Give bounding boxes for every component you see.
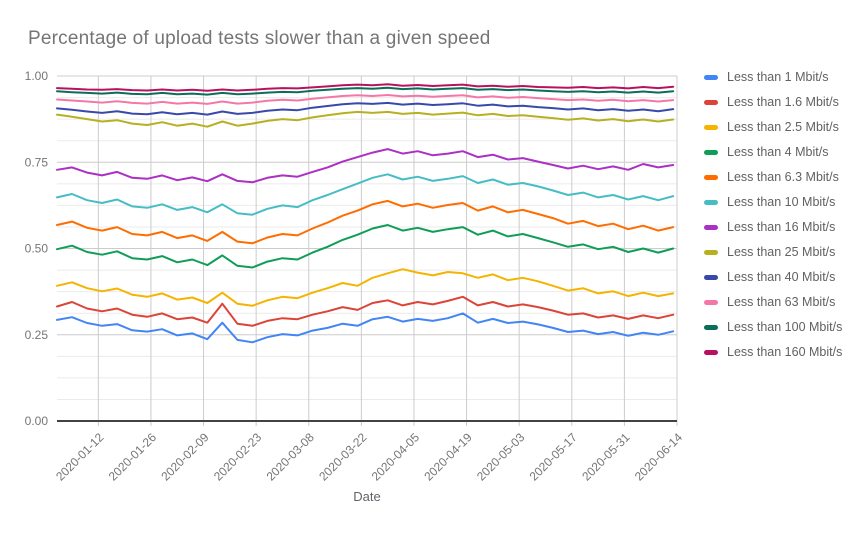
legend-label: Less than 63 Mbit/s (727, 295, 836, 309)
legend-swatch-icon (704, 249, 718, 255)
legend-item-less-than-6-3-mbit-s[interactable]: Less than 6.3 Mbit/s (704, 170, 842, 184)
x-tick-label: 2020-03-22 (316, 430, 370, 484)
series-line-less-than-6-3-mbit-s (56, 199, 675, 245)
y-tick-label: 0.25 (25, 328, 49, 342)
x-tick-label: 2020-03-08 (264, 430, 318, 484)
series-line-less-than-1-mbit-s (56, 312, 675, 344)
legend-item-less-than-1-mbit-s[interactable]: Less than 1 Mbit/s (704, 70, 842, 84)
chart-title: Percentage of upload tests slower than a… (28, 28, 491, 49)
legend-swatch-icon (704, 349, 718, 355)
legend-item-less-than-63-mbit-s[interactable]: Less than 63 Mbit/s (704, 295, 842, 309)
x-tick-label: 2020-06-14 (632, 430, 686, 484)
series-line-less-than-63-mbit-s (56, 94, 675, 105)
legend-swatch-icon (704, 224, 718, 230)
legend-label: Less than 10 Mbit/s (727, 195, 836, 209)
legend-item-less-than-16-mbit-s[interactable]: Less than 16 Mbit/s (704, 220, 842, 234)
series-line-less-than-160-mbit-s (56, 83, 675, 92)
series-line-less-than-25-mbit-s (56, 110, 675, 128)
legend-item-less-than-25-mbit-s[interactable]: Less than 25 Mbit/s (704, 245, 842, 259)
x-tick-label: 2020-04-05 (369, 430, 423, 484)
series-line-less-than-16-mbit-s (56, 148, 675, 184)
x-tick-label: 2020-05-31 (579, 430, 633, 484)
legend-label: Less than 6.3 Mbit/s (727, 170, 839, 184)
legend-item-less-than-160-mbit-s[interactable]: Less than 160 Mbit/s (704, 345, 842, 359)
legend-label: Less than 160 Mbit/s (727, 345, 843, 359)
series-line-less-than-4-mbit-s (56, 224, 675, 269)
legend-label: Less than 1 Mbit/s (727, 70, 829, 84)
x-tick-label: 2020-05-03 (474, 430, 528, 484)
y-tick-label: 1.00 (25, 69, 49, 83)
legend-label: Less than 4 Mbit/s (727, 145, 829, 159)
legend-swatch-icon (704, 299, 718, 305)
legend-label: Less than 25 Mbit/s (727, 245, 836, 259)
legend-label: Less than 1.6 Mbit/s (727, 95, 839, 109)
legend-swatch-icon (704, 149, 718, 155)
legend-swatch-icon (704, 324, 718, 330)
legend-label: Less than 16 Mbit/s (727, 220, 836, 234)
legend-swatch-icon (704, 274, 718, 280)
legend-label: Less than 100 Mbit/s (727, 320, 843, 334)
x-tick-label: 2020-04-19 (421, 430, 475, 484)
series-line-less-than-40-mbit-s (56, 101, 675, 116)
legend-item-less-than-40-mbit-s[interactable]: Less than 40 Mbit/s (704, 270, 842, 284)
legend-item-less-than-4-mbit-s[interactable]: Less than 4 Mbit/s (704, 145, 842, 159)
legend-item-less-than-100-mbit-s[interactable]: Less than 100 Mbit/s (704, 320, 842, 334)
x-tick-label: 2020-01-12 (53, 430, 107, 484)
legend: Less than 1 Mbit/s Less than 1.6 Mbit/s Le… (704, 70, 842, 359)
legend-item-less-than-2-5-mbit-s[interactable]: Less than 2.5 Mbit/s (704, 120, 842, 134)
legend-item-less-than-1-6-mbit-s[interactable]: Less than 1.6 Mbit/s (704, 95, 842, 109)
series-line-less-than-2-5-mbit-s (56, 268, 675, 307)
legend-swatch-icon (704, 199, 718, 205)
x-tick-label: 2020-05-17 (527, 430, 581, 484)
legend-swatch-icon (704, 124, 718, 130)
x-tick-label: 2020-02-09 (158, 430, 212, 484)
legend-label: Less than 40 Mbit/s (727, 270, 836, 284)
legend-label: Less than 2.5 Mbit/s (727, 120, 839, 134)
legend-swatch-icon (704, 74, 718, 80)
x-tick-label: 2020-01-26 (106, 430, 160, 484)
y-tick-label: 0.50 (25, 242, 49, 256)
series-line-less-than-10-mbit-s (56, 173, 675, 216)
series-line-less-than-100-mbit-s (56, 86, 675, 96)
y-tick-label: 0.75 (25, 155, 49, 169)
x-axis-title: Date (353, 489, 381, 504)
legend-item-less-than-10-mbit-s[interactable]: Less than 10 Mbit/s (704, 195, 842, 209)
legend-swatch-icon (704, 99, 718, 105)
y-tick-label: 0.00 (25, 414, 49, 428)
series-line-less-than-1-6-mbit-s (56, 295, 675, 327)
legend-swatch-icon (704, 174, 718, 180)
x-tick-label: 2020-02-23 (211, 430, 265, 484)
